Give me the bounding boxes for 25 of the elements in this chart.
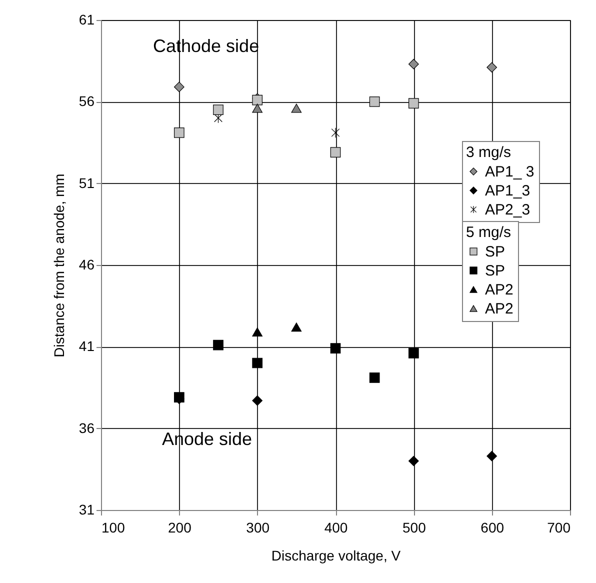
y-tick-label: 61 (78, 12, 95, 28)
x-axis-title: Discharge voltage, V (271, 548, 402, 564)
legend-label: AP1_ 3 (485, 164, 534, 180)
y-tick-label: 56 (78, 93, 95, 110)
legend-label: AP2_3 (485, 202, 530, 218)
y-axis-title: Distance from the anode, mm (50, 174, 67, 358)
legend-label: AP2 (485, 300, 514, 318)
x-tick-label: 700 (547, 520, 571, 536)
x-tick-label: 300 (246, 520, 270, 536)
legend-label: AP2 (485, 282, 514, 298)
legend-label: SP (485, 262, 506, 280)
x-tick-label: 600 (480, 520, 504, 536)
y-tick-label: 46 (78, 256, 95, 272)
x-tick-label: 100 (102, 520, 126, 536)
x-tick-label: 400 (324, 520, 348, 536)
x-tick-label: 500 (402, 520, 426, 536)
x-tick-label: 200 (168, 520, 192, 536)
legend-label: SP (485, 244, 506, 260)
y-tick-label: 51 (78, 174, 95, 191)
legend-label: AP1_3 (485, 182, 530, 200)
y-tick-label: 41 (78, 338, 95, 354)
y-tick-label: 36 (78, 420, 95, 436)
y-tick-label: 31 (78, 502, 95, 518)
legend-title: 3 mg/s (466, 144, 512, 161)
annotation: 5 mg/s (466, 224, 512, 241)
